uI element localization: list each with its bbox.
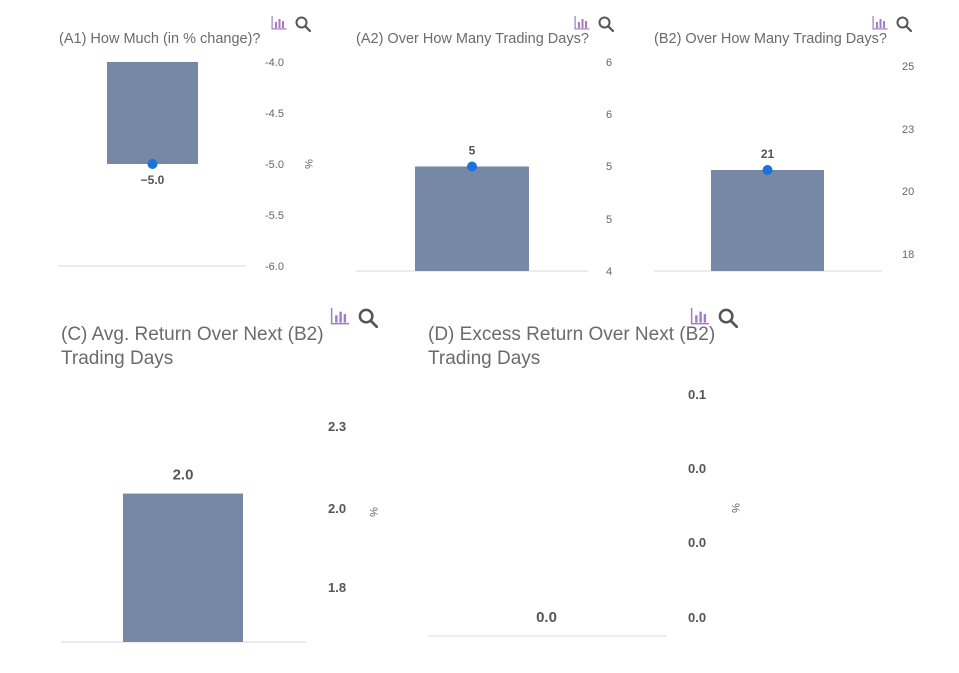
chart-plot-d: 0.1 0.0 0.0 0.0% 0.0 [428,387,741,637]
chart-toolbar-a2 [574,16,615,37]
y-tick-label: 1.8 [328,580,346,595]
y-tick-label: -5.5 [265,210,284,222]
bar [711,170,824,271]
chart-title-d-line1: (D) Excess Return Over Next (B2) [428,324,716,345]
y-tick-label: -5.0 [265,159,284,171]
data-point-marker [147,159,158,169]
data-label: 2.0 [173,467,194,484]
y-tick-label: 20 [902,186,914,198]
chart-panel-b2: (B2) Over How Many Trading Days? 25 23 20 1… [640,0,959,290]
y-tick-label: 6 [606,57,612,69]
search-icon[interactable] [598,16,615,37]
bar [415,166,529,271]
y-tick-label: 5 [606,161,612,173]
data-point-marker [762,165,773,175]
search-icon[interactable] [896,16,913,37]
chart-title-d: (D) Excess Return Over Next (B2) Trading… [428,323,715,371]
y-tick-label: 0.1 [688,387,706,402]
chart-panel-c: (C) Avg. Return Over Next (B2) Trading D… [0,300,410,673]
chart-title-a1: (A1) How Much (in % change)? [59,31,261,47]
chart-title-c: (C) Avg. Return Over Next (B2) Trading D… [61,323,324,371]
bar-chart-icon[interactable] [330,308,350,330]
chart-toolbar-b2 [872,16,913,37]
data-label: 5 [469,144,476,158]
chart-title-b2: (B2) Over How Many Trading Days? [654,31,887,47]
y-tick-label: 25 [902,61,914,73]
chart-panel-d: (D) Excess Return Over Next (B2) Trading… [410,300,790,673]
y-axis-unit: % [302,159,314,169]
y-tick-label: -4.5 [265,108,284,120]
bar [107,62,198,164]
chart-plot-c: 2.3 2.0 1.8% 2.0 [61,419,379,643]
chart-title-c-line2: Trading Days [61,348,174,369]
y-tick-label: 0.0 [688,535,706,550]
chart-plot-b2: 25 23 20 18 21 [654,61,914,272]
chart-title-c-line1: (C) Avg. Return Over Next (B2) [61,324,324,345]
y-axis-unit: % [729,503,741,513]
chart-plot-a2: 6 6 5 5 4 5 [356,57,612,278]
chart-title-d-line2: Trading Days [428,348,541,369]
y-axis-unit: % [367,507,379,517]
bar-chart-icon[interactable] [872,16,888,35]
y-tick-label: 5 [606,214,612,226]
bar-chart-icon[interactable] [271,16,287,35]
bar-chart-icon[interactable] [690,308,710,330]
y-tick-label: 2.0 [328,501,346,516]
data-point-marker [467,161,477,172]
chart-panel-a2: (A2) Over How Many Trading Days? 6 6 5 5 4 5 [340,0,650,290]
chart-panel-a1: (A1) How Much (in % change)? -4.0 -4.5 -5.… [0,0,330,290]
y-tick-label: 0.0 [688,461,706,476]
y-tick-label: 23 [902,124,914,136]
data-label: 0.0 [536,609,557,626]
y-tick-label: -4.0 [265,57,284,69]
y-tick-label: 6 [606,109,612,121]
chart-plot-a1: -4.0 -4.5 -5.0 -5.5 -6.0% −5.0 [58,57,314,273]
search-icon[interactable] [718,308,739,333]
y-tick-label: 0.0 [688,610,706,625]
y-tick-label: 4 [606,266,612,278]
chart-toolbar-a1 [271,16,312,37]
y-tick-label: -6.0 [265,261,284,273]
y-tick-label: 18 [902,249,914,261]
search-icon[interactable] [295,16,312,37]
search-icon[interactable] [358,308,379,333]
data-label: −5.0 [141,173,165,187]
y-tick-label: 2.3 [328,419,346,434]
data-label: 21 [761,147,775,161]
chart-toolbar-d [690,308,739,333]
bar [123,493,243,642]
bar-chart-icon[interactable] [574,16,590,35]
chart-title-a2: (A2) Over How Many Trading Days? [356,31,589,47]
chart-toolbar-c [330,308,379,333]
